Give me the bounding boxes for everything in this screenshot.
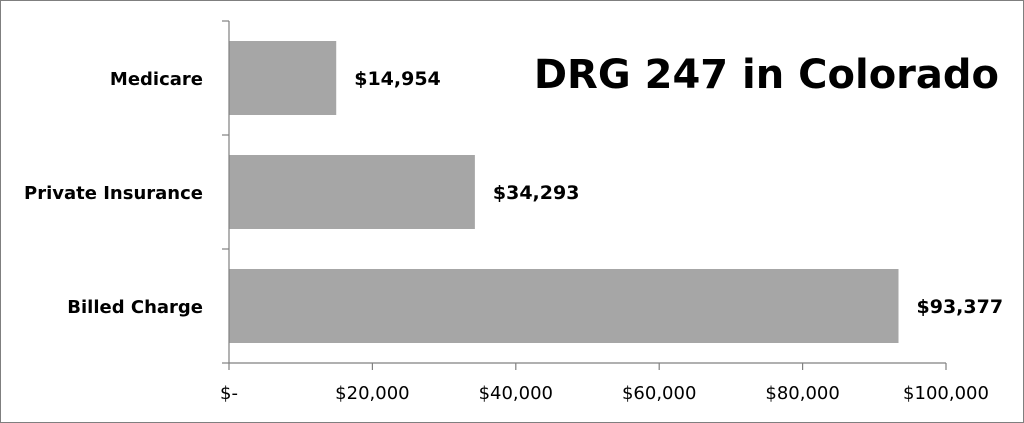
bars-layer: [229, 41, 899, 343]
data-label-medicare: $14,954: [354, 68, 441, 90]
x-tick-label: $40,000: [479, 383, 553, 404]
x-tick-label: $20,000: [335, 383, 409, 404]
bar-billed-charge: [229, 269, 899, 343]
bar-medicare: [229, 41, 337, 115]
labels-layer: $14,954 Medicare $34,293 Private Insurance $…: [24, 68, 1003, 404]
category-label-private-insurance: Private Insurance: [24, 183, 203, 204]
bar-private-insurance: [229, 155, 475, 229]
category-label-billed-charge: Billed Charge: [67, 297, 203, 318]
axes-layer: [222, 20, 947, 370]
data-label-billed-charge: $93,377: [917, 296, 1004, 318]
x-tick-label: $-: [220, 383, 238, 404]
category-label-medicare: Medicare: [110, 69, 203, 90]
data-label-private-insurance: $34,293: [493, 182, 580, 204]
x-tick-label: $100,000: [903, 383, 989, 404]
chart-title: DRG 247 in Colorado: [533, 52, 999, 98]
x-tick-label: $80,000: [765, 383, 839, 404]
x-tick-label: $60,000: [622, 383, 696, 404]
